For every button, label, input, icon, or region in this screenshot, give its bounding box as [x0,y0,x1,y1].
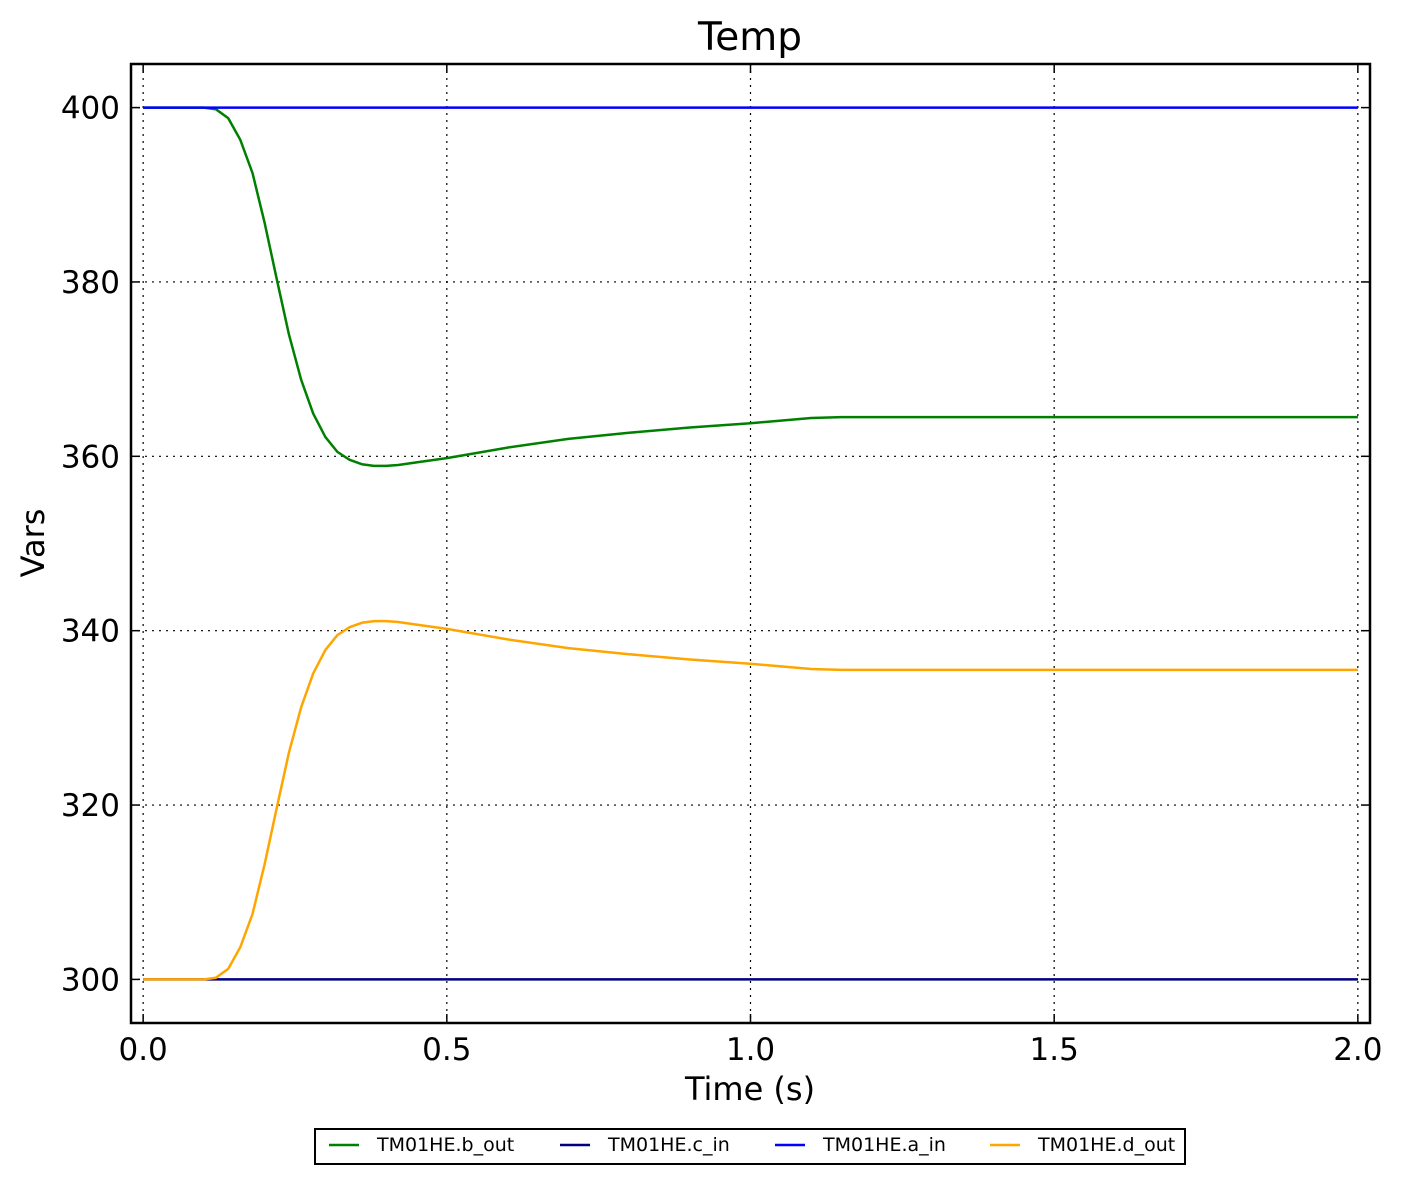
grid [131,64,1370,1023]
legend-item: TM01HE.d_out [990,1134,1175,1156]
y-tick-label: 400 [61,91,120,127]
axis-ticks [131,64,1370,1023]
tick-labels: 0.0 0.5 1.0 1.5 2.0 300 320 340 360 380 400 [61,91,1383,1068]
legend-label: TM01HE.c_in [607,1134,730,1156]
x-tick-label: 2.0 [1333,1032,1382,1068]
x-tick-label: 1.0 [726,1032,775,1068]
y-tick-label: 340 [61,614,120,650]
series-line-TM01HE.d_out [143,619,1358,981]
legend-frame [314,1128,1186,1165]
y-tick-label: 360 [61,439,120,475]
y-axis-title: Vars [14,509,52,578]
series-line-TM01HE.b_out [143,106,1358,468]
legend-item: TM01HE.b_out [329,1134,514,1156]
x-tick-label: 0.0 [118,1032,167,1068]
x-tick-label: 0.5 [422,1032,471,1068]
chart-title: Temp [697,15,802,60]
legend-label: TM01HE.a_in [822,1134,946,1156]
y-tick-label: 320 [61,788,120,824]
x-tick-label: 1.5 [1030,1032,1079,1068]
x-axis-title: Time (s) [684,1070,815,1108]
legend-label: TM01HE.b_out [376,1134,514,1156]
y-tick-label: 380 [61,265,120,301]
y-tick-label: 300 [61,962,120,998]
series-layer [143,106,1358,981]
legend-item: TM01HE.c_in [560,1134,730,1156]
legend-label: TM01HE.d_out [1037,1134,1175,1156]
legend: TM01HE.b_out TM01HE.c_in TM01HE.a_in TM01HE… [314,1128,1186,1165]
legend-item: TM01HE.a_in [775,1134,946,1156]
